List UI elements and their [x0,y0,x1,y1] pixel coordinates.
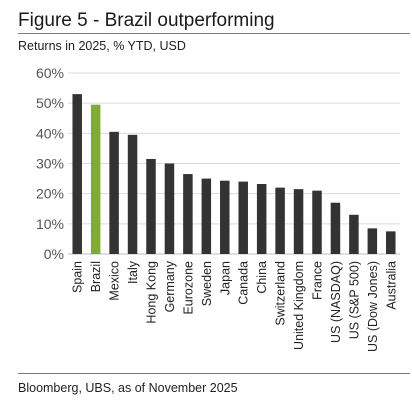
bar-eurozone [183,174,193,254]
x-tick-label: France [311,261,325,300]
chart-subtitle: Returns in 2025, % YTD, USD [18,39,186,53]
x-tick-label: Spain [71,261,85,293]
y-tick-label: 20% [36,186,64,202]
y-tick-label: 0% [44,246,64,262]
x-tick-label: Hong Kong [145,261,159,324]
x-tick-label: Sweden [200,261,214,306]
bar-china [256,184,267,254]
x-tick-label: Germany [163,260,177,312]
x-tick-label: Italy [126,260,140,284]
chart-title: Figure 5 - Brazil outperforming [18,10,275,31]
bar-united-kingdom [293,189,304,254]
x-tick-label: US (Dow Jones) [366,261,380,352]
x-tick-label: United Kingdom [292,261,306,350]
x-tick-label: US (S&P 500) [347,261,361,339]
gridlines [68,72,400,255]
x-tick-label: China [255,261,269,294]
bar-france [312,190,322,254]
x-tick-label: US (NASDAQ) [329,261,343,343]
x-tick-label: Japan [218,261,232,295]
bar-us-dow-jones [367,228,378,254]
y-tick-labels: 0% 10% 20% 30% 40% 50% 60% [36,65,64,262]
top-rule [18,33,410,34]
bar-germany [164,163,175,254]
y-tick-label: 10% [36,216,64,232]
bar-hong-kong [146,158,156,254]
bar-mexico [109,131,119,254]
y-tick-label: 50% [36,95,64,111]
bar-australia [386,231,396,254]
bar-canada [238,181,248,254]
bottom-rule [18,373,410,374]
bar-us-nasdaq [330,202,341,254]
y-tick-label: 30% [36,156,64,172]
bar-italy [127,134,138,254]
x-tick-label: Mexico [108,261,122,301]
bar-chart: 0% 10% 20% 30% 40% 50% 60% Spain Brazil Mexico It… [36,65,400,352]
x-tick-label: Brazil [89,261,103,292]
bars [72,94,396,254]
x-tick-label: Eurozone [181,261,195,315]
x-tick-label: Switzerland [274,261,288,326]
bar-japan [220,180,230,254]
bar-sweden [201,178,212,254]
y-tick-label: 40% [36,125,64,141]
x-tick-labels: Spain Brazil Mexico Italy Hong Kong Germany Eu… [71,260,399,352]
bar-switzerland [275,187,285,254]
y-tick-label: 60% [36,65,64,81]
bar-brazil [90,104,101,254]
bar-us-s-p-500 [349,214,359,254]
source-note: Bloomberg, UBS, as of November 2025 [18,381,238,395]
bar-spain [72,94,82,254]
x-tick-label: Australia [384,261,398,310]
x-tick-label: Canada [237,261,251,305]
